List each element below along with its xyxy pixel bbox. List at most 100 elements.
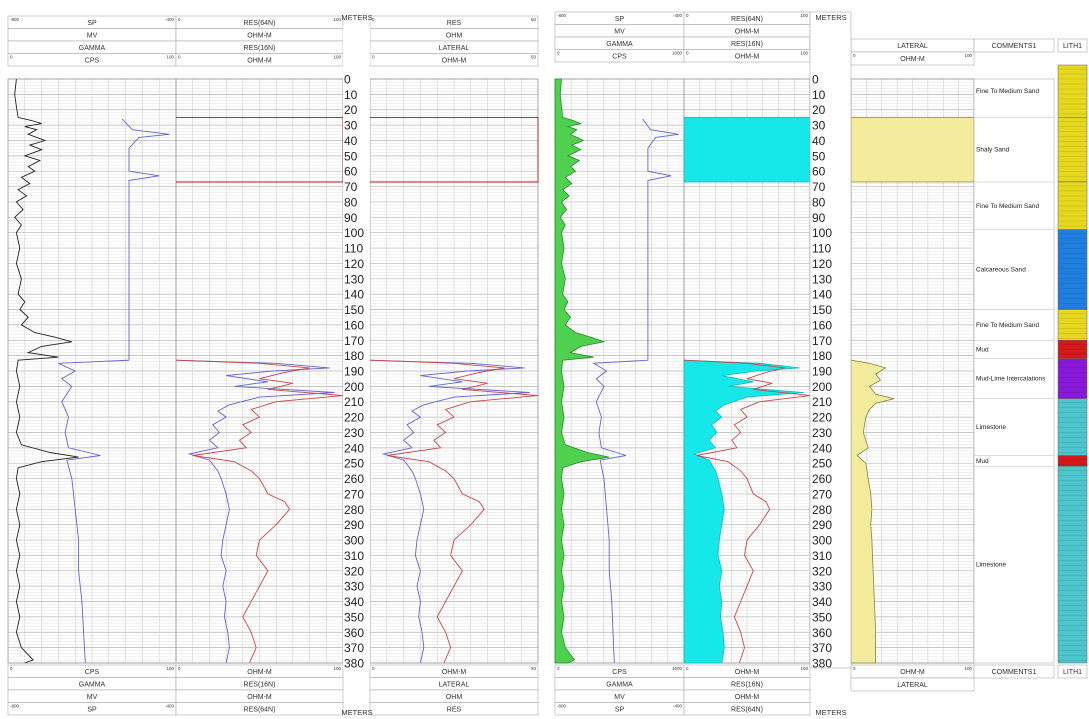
panel-b-depth-label-80: 80 (812, 195, 826, 209)
panel-b-comments-footer: COMMENTS1 (992, 669, 1037, 676)
panel-a-t3-header-row-2: LATERAL (439, 45, 470, 52)
panel-a-t1-header-scale-max-0: -400 (165, 17, 175, 22)
panel-a-lateral-box (370, 116, 539, 183)
lith-comment-8: Mud (976, 458, 989, 465)
panel-b-lateral-unit: OHM-M (900, 56, 925, 63)
panel-b-depth-label-260: 260 (812, 472, 832, 486)
panel-a-depth-label-200: 200 (344, 380, 364, 394)
panel-a-depth-label-40: 40 (344, 134, 358, 148)
panel-a-t3-footer-row-0: OHM-M (442, 669, 467, 676)
panel-b-depth-label-330: 330 (812, 580, 832, 594)
panel-b-lateral-footer-unit: OHM-M (900, 669, 925, 676)
lith-block-1 (1057, 117, 1088, 183)
panel-a-t1-header-row-3: CPS (85, 58, 100, 65)
lith-comment-9: Limestone (976, 562, 1006, 569)
panel-b-t2-footer-scale-max-0: 100 (800, 666, 808, 671)
panel-b-sp-curve (592, 118, 679, 664)
panel-a-t1-header-row-2: GAMMA (79, 45, 106, 52)
panel-b-depth-header: METERS (815, 13, 846, 22)
panel-a-depth-label-210: 210 (344, 395, 364, 409)
panel-a-depth-label-380: 380 (344, 657, 364, 671)
panel-a-depth-label-190: 190 (344, 365, 364, 379)
panel-a-t2-footer-scale-max-0: 100 (333, 666, 341, 671)
panel-a-t2-footer-row-0: OHM-M (247, 669, 272, 676)
panel-a-t1-footer-row-0: CPS (85, 669, 100, 676)
panel-a-depth-label-310: 310 (344, 549, 364, 563)
panel-b-t2-header-row-1: OHM-M (735, 29, 760, 36)
panel-b-depth-label-200: 200 (812, 380, 832, 394)
panel-a-depth-footer: METERS (341, 708, 372, 717)
panel-b-t2-footer-row-3: RES(64N) (731, 707, 763, 714)
panel-a-t1-header-scale-min-0: -800 (10, 17, 20, 22)
panel-a-depth-label-270: 270 (344, 487, 364, 501)
panel-a-t1-header-row-0: SP (87, 20, 97, 27)
panel-b-depth-label-160: 160 (812, 318, 832, 332)
panel-b-depth-label-150: 150 (812, 303, 832, 317)
panel-a-depth-label-20: 20 (344, 103, 358, 117)
panel-a-depth-label-180: 180 (344, 349, 364, 363)
lith-comment-1: Shaly Sand (976, 147, 1010, 154)
panel-a-t3-header-scale-min-0: 0 (372, 17, 375, 22)
lith-block-2 (1057, 181, 1088, 230)
lith-comment-6: Mud-Lime Intercalations (976, 376, 1046, 383)
panel-a-t2-footer-row-2: OHM-M (247, 694, 272, 701)
panel-b-depth-label-100: 100 (812, 226, 832, 240)
panel-a-depth-label-90: 90 (344, 211, 358, 225)
panel-b-t2-header-row-2: RES(16N) (731, 41, 763, 48)
panel-b-depth-label-380: 380 (812, 657, 832, 671)
panel-b-t1-header-row-2: GAMMA (606, 41, 633, 48)
panel-b-depth-label-340: 340 (812, 595, 832, 609)
panel-a-t2-header-row-1: OHM-M (247, 33, 272, 40)
panel-b-depth-label-230: 230 (812, 426, 832, 440)
lith-comment-0: Fine To Medium Sand (976, 88, 1039, 95)
panel-a-depth-label-140: 140 (344, 288, 364, 302)
panel-b-depth-label-120: 120 (812, 257, 832, 271)
lith-comment-7: Limestone (976, 424, 1006, 431)
panel-a-t2-header-scale-max-0: 100 (333, 17, 341, 22)
panel-a-t2-footer-scale-min-0: 0 (178, 666, 181, 671)
panel-a-depth-label-330: 330 (344, 580, 364, 594)
panel-a-res-track (175, 78, 344, 664)
panel-b-depth-label-50: 50 (812, 149, 826, 163)
panel-a-t3-header-row-1: OHM (446, 33, 463, 40)
panel-a-t3-header-scale-min-3: 0 (372, 54, 375, 59)
panel-a-lateral-curve-1 (369, 359, 530, 664)
panel-a-depth-label-230: 230 (344, 426, 364, 440)
panel-b-t2-header-scale-max-3: 100 (800, 50, 808, 55)
panel-b-depth-label-0: 0 (812, 73, 819, 87)
panel-b-depth-label-350: 350 (812, 610, 832, 624)
panel-a-depth-label-340: 340 (344, 595, 364, 609)
panel-a-t2-header-scale-min-3: 0 (178, 54, 181, 59)
panel-a-res16-curve (175, 359, 335, 664)
panel-a-depth-label-260: 260 (344, 472, 364, 486)
lith-comment-5: Mud (976, 346, 989, 353)
panel-a-depth-label-370: 370 (344, 641, 364, 655)
panel-a-t1-footer-scale-min-0: 0 (10, 666, 13, 671)
panel-b-t2-header-row-3: OHM-M (735, 54, 760, 61)
panel-b-t1-footer-row-1: GAMMA (606, 682, 633, 689)
panel-b-depth-footer: METERS (815, 708, 846, 717)
panel-a-t1-footer-scale-min-3: -800 (10, 703, 20, 708)
panel-a-depth-label-100: 100 (344, 226, 364, 240)
panel-a-depth-label-130: 130 (344, 272, 364, 286)
panel-b-t1-footer-row-0: CPS (612, 669, 627, 676)
lith-block-0 (1057, 64, 1088, 118)
panel-a-t3-header-scale-max-0: 50 (531, 17, 537, 22)
panel-a-t2-header-row-3: OHM-M (247, 58, 272, 65)
panel-b-lateral-max: 100 (964, 53, 972, 58)
panel-a-t3-footer-row-2: OHM (446, 694, 463, 701)
panel-b-gamma-sp-track (554, 78, 685, 664)
panel-a-t3-header-scale-max-3: 50 (531, 54, 537, 59)
panel-a-t2-footer-row-3: RES(64N) (244, 707, 276, 714)
panel-b-t2-header-row-0: RES(64N) (731, 16, 763, 23)
panel-a-depth-label-150: 150 (344, 303, 364, 317)
panel-b-depth-label-370: 370 (812, 641, 832, 655)
panel-b-t1-header-scale-min-0: -800 (557, 13, 567, 18)
lith-block-4 (1057, 309, 1088, 341)
panel-a-depth-label-240: 240 (344, 441, 364, 455)
panel-b-depth-label-140: 140 (812, 288, 832, 302)
panel-b-depth-label-300: 300 (812, 534, 832, 548)
panel-a-t1-header-scale-max-3: 100 (166, 54, 174, 59)
panel-b-depth-label-180: 180 (812, 349, 832, 363)
panel-a-depth-label-10: 10 (344, 88, 358, 102)
